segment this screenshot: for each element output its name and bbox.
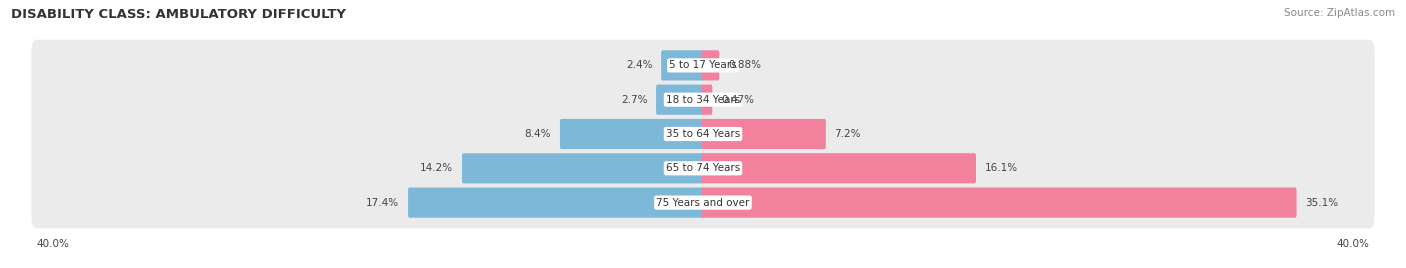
- FancyBboxPatch shape: [702, 85, 713, 115]
- FancyBboxPatch shape: [702, 153, 976, 183]
- Text: 16.1%: 16.1%: [984, 163, 1018, 173]
- FancyBboxPatch shape: [702, 188, 1296, 218]
- Text: 8.4%: 8.4%: [524, 129, 551, 139]
- FancyBboxPatch shape: [463, 153, 704, 183]
- FancyBboxPatch shape: [31, 40, 1375, 91]
- Text: 2.4%: 2.4%: [626, 60, 652, 70]
- Text: 5 to 17 Years: 5 to 17 Years: [669, 60, 737, 70]
- FancyBboxPatch shape: [31, 74, 1375, 125]
- FancyBboxPatch shape: [408, 188, 704, 218]
- Text: 7.2%: 7.2%: [835, 129, 860, 139]
- Text: DISABILITY CLASS: AMBULATORY DIFFICULTY: DISABILITY CLASS: AMBULATORY DIFFICULTY: [11, 8, 346, 21]
- FancyBboxPatch shape: [31, 108, 1375, 160]
- Text: 0.88%: 0.88%: [728, 60, 761, 70]
- Text: 18 to 34 Years: 18 to 34 Years: [666, 95, 740, 105]
- Text: 2.7%: 2.7%: [621, 95, 647, 105]
- FancyBboxPatch shape: [661, 50, 704, 80]
- FancyBboxPatch shape: [31, 143, 1375, 194]
- FancyBboxPatch shape: [702, 119, 825, 149]
- Text: 65 to 74 Years: 65 to 74 Years: [666, 163, 740, 173]
- Text: 40.0%: 40.0%: [1337, 239, 1369, 249]
- FancyBboxPatch shape: [31, 177, 1375, 228]
- Text: 40.0%: 40.0%: [37, 239, 69, 249]
- Text: 35.1%: 35.1%: [1305, 198, 1339, 208]
- Text: 35 to 64 Years: 35 to 64 Years: [666, 129, 740, 139]
- FancyBboxPatch shape: [702, 50, 720, 80]
- Text: 75 Years and over: 75 Years and over: [657, 198, 749, 208]
- Text: 17.4%: 17.4%: [366, 198, 399, 208]
- Text: 14.2%: 14.2%: [420, 163, 453, 173]
- Text: 0.47%: 0.47%: [721, 95, 754, 105]
- Text: Source: ZipAtlas.com: Source: ZipAtlas.com: [1284, 8, 1395, 18]
- FancyBboxPatch shape: [560, 119, 704, 149]
- FancyBboxPatch shape: [657, 85, 704, 115]
